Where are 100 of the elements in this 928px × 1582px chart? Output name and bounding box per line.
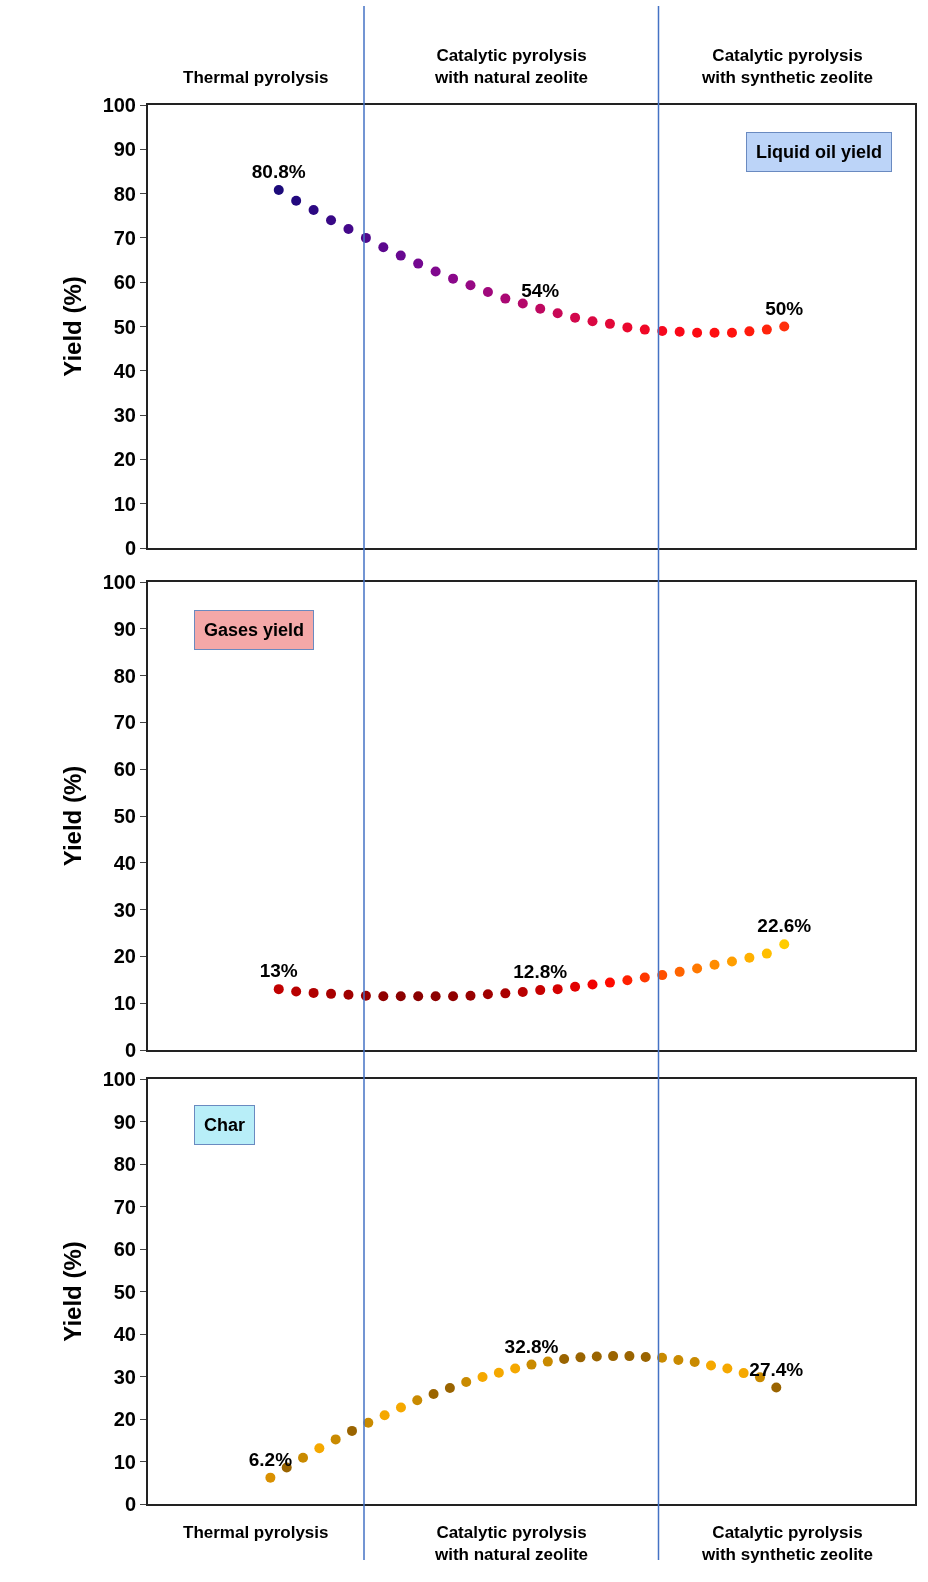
point xyxy=(413,258,424,269)
y-tick-label: 90 xyxy=(113,617,136,640)
point xyxy=(706,1360,717,1371)
y-tick-label: 20 xyxy=(113,448,136,471)
y-tick-label: 100 xyxy=(102,1068,136,1090)
point xyxy=(517,298,528,309)
text: Thermal pyrolysis xyxy=(183,1523,329,1542)
point xyxy=(526,1359,537,1370)
point xyxy=(657,1352,668,1363)
y-tick-label: 60 xyxy=(113,758,136,781)
point xyxy=(395,250,406,261)
data-label: 80.8% xyxy=(251,161,306,183)
y-tick-label: 80 xyxy=(113,1153,136,1175)
point xyxy=(379,1410,390,1421)
point xyxy=(604,318,615,329)
y-tick-label: 0 xyxy=(124,1493,136,1515)
point xyxy=(674,326,685,337)
point xyxy=(622,322,633,333)
y-tick-label: 50 xyxy=(113,805,136,827)
point xyxy=(326,215,337,226)
point xyxy=(673,1354,684,1365)
y-tick-label: 30 xyxy=(113,898,136,921)
point xyxy=(657,970,668,981)
point xyxy=(559,1354,570,1365)
point xyxy=(709,327,720,338)
point xyxy=(591,1351,602,1362)
y-tick-label: 40 xyxy=(113,1323,136,1345)
point xyxy=(308,987,319,998)
point xyxy=(722,1363,733,1374)
point xyxy=(692,963,703,974)
point xyxy=(779,939,790,950)
point xyxy=(738,1368,749,1379)
point xyxy=(570,981,581,992)
y-tick-label: 0 xyxy=(124,1039,136,1061)
y-tick-label: 100 xyxy=(102,571,136,593)
point xyxy=(343,224,354,235)
text: Catalytic pyrolysis with synthetic zeolite xyxy=(701,1523,873,1565)
point xyxy=(395,991,406,1002)
point xyxy=(761,948,772,959)
point xyxy=(608,1351,619,1362)
data-label: 6.2% xyxy=(248,1448,293,1470)
point xyxy=(552,308,563,319)
y-tick-label: 100 xyxy=(102,94,136,116)
point xyxy=(378,242,389,253)
point xyxy=(412,1395,423,1406)
point xyxy=(273,185,284,196)
point xyxy=(343,989,354,1000)
point xyxy=(587,316,598,327)
y-tick-label: 70 xyxy=(113,226,136,249)
point xyxy=(510,1363,521,1374)
point xyxy=(465,990,476,1001)
point xyxy=(448,991,459,1002)
point xyxy=(314,1443,325,1454)
data-label: 27.4% xyxy=(749,1358,804,1380)
text: Thermal pyrolysis xyxy=(183,68,329,87)
point xyxy=(477,1371,488,1382)
point xyxy=(273,984,284,995)
point xyxy=(552,984,563,995)
point xyxy=(430,991,441,1002)
data-label: 32.8% xyxy=(504,1335,559,1357)
y-axis-title: Yield (%) xyxy=(59,276,87,377)
y-tick-label: 50 xyxy=(113,1280,136,1303)
y-tick-label: 70 xyxy=(113,711,136,734)
point xyxy=(542,1356,553,1367)
point xyxy=(657,325,668,336)
point xyxy=(291,986,302,997)
y-tick-label: 30 xyxy=(113,404,136,427)
y-axis-title: Yield (%) xyxy=(59,1241,87,1342)
point xyxy=(378,991,389,1002)
point xyxy=(346,1425,357,1436)
data-label: 22.6% xyxy=(757,915,812,937)
point xyxy=(448,273,459,284)
point xyxy=(692,327,703,338)
point xyxy=(482,286,493,297)
point xyxy=(444,1382,455,1393)
text: Catalytic pyrolysis with natural zeolite xyxy=(434,1523,589,1565)
data-label: 13% xyxy=(259,960,298,982)
y-tick-label: 90 xyxy=(113,138,136,161)
text: Catalytic pyrolysis with synthetic zeolite xyxy=(701,46,873,88)
point xyxy=(639,972,650,983)
point xyxy=(291,195,302,206)
y-tick-label: 60 xyxy=(113,1238,136,1260)
data-label: 54% xyxy=(521,279,560,301)
point xyxy=(265,1472,276,1483)
point xyxy=(624,1351,635,1362)
text: Char xyxy=(204,1115,246,1135)
y-tick-label: 30 xyxy=(113,1365,136,1388)
point xyxy=(771,1382,782,1393)
point xyxy=(779,321,790,332)
point xyxy=(493,1367,504,1378)
point xyxy=(639,324,650,335)
point xyxy=(430,266,441,277)
text: Gases yield xyxy=(204,620,305,640)
point xyxy=(428,1388,439,1399)
point xyxy=(674,966,685,977)
point xyxy=(622,975,633,986)
point xyxy=(500,293,511,304)
y-tick-label: 10 xyxy=(113,1450,136,1473)
point xyxy=(604,977,615,988)
point xyxy=(298,1452,309,1463)
